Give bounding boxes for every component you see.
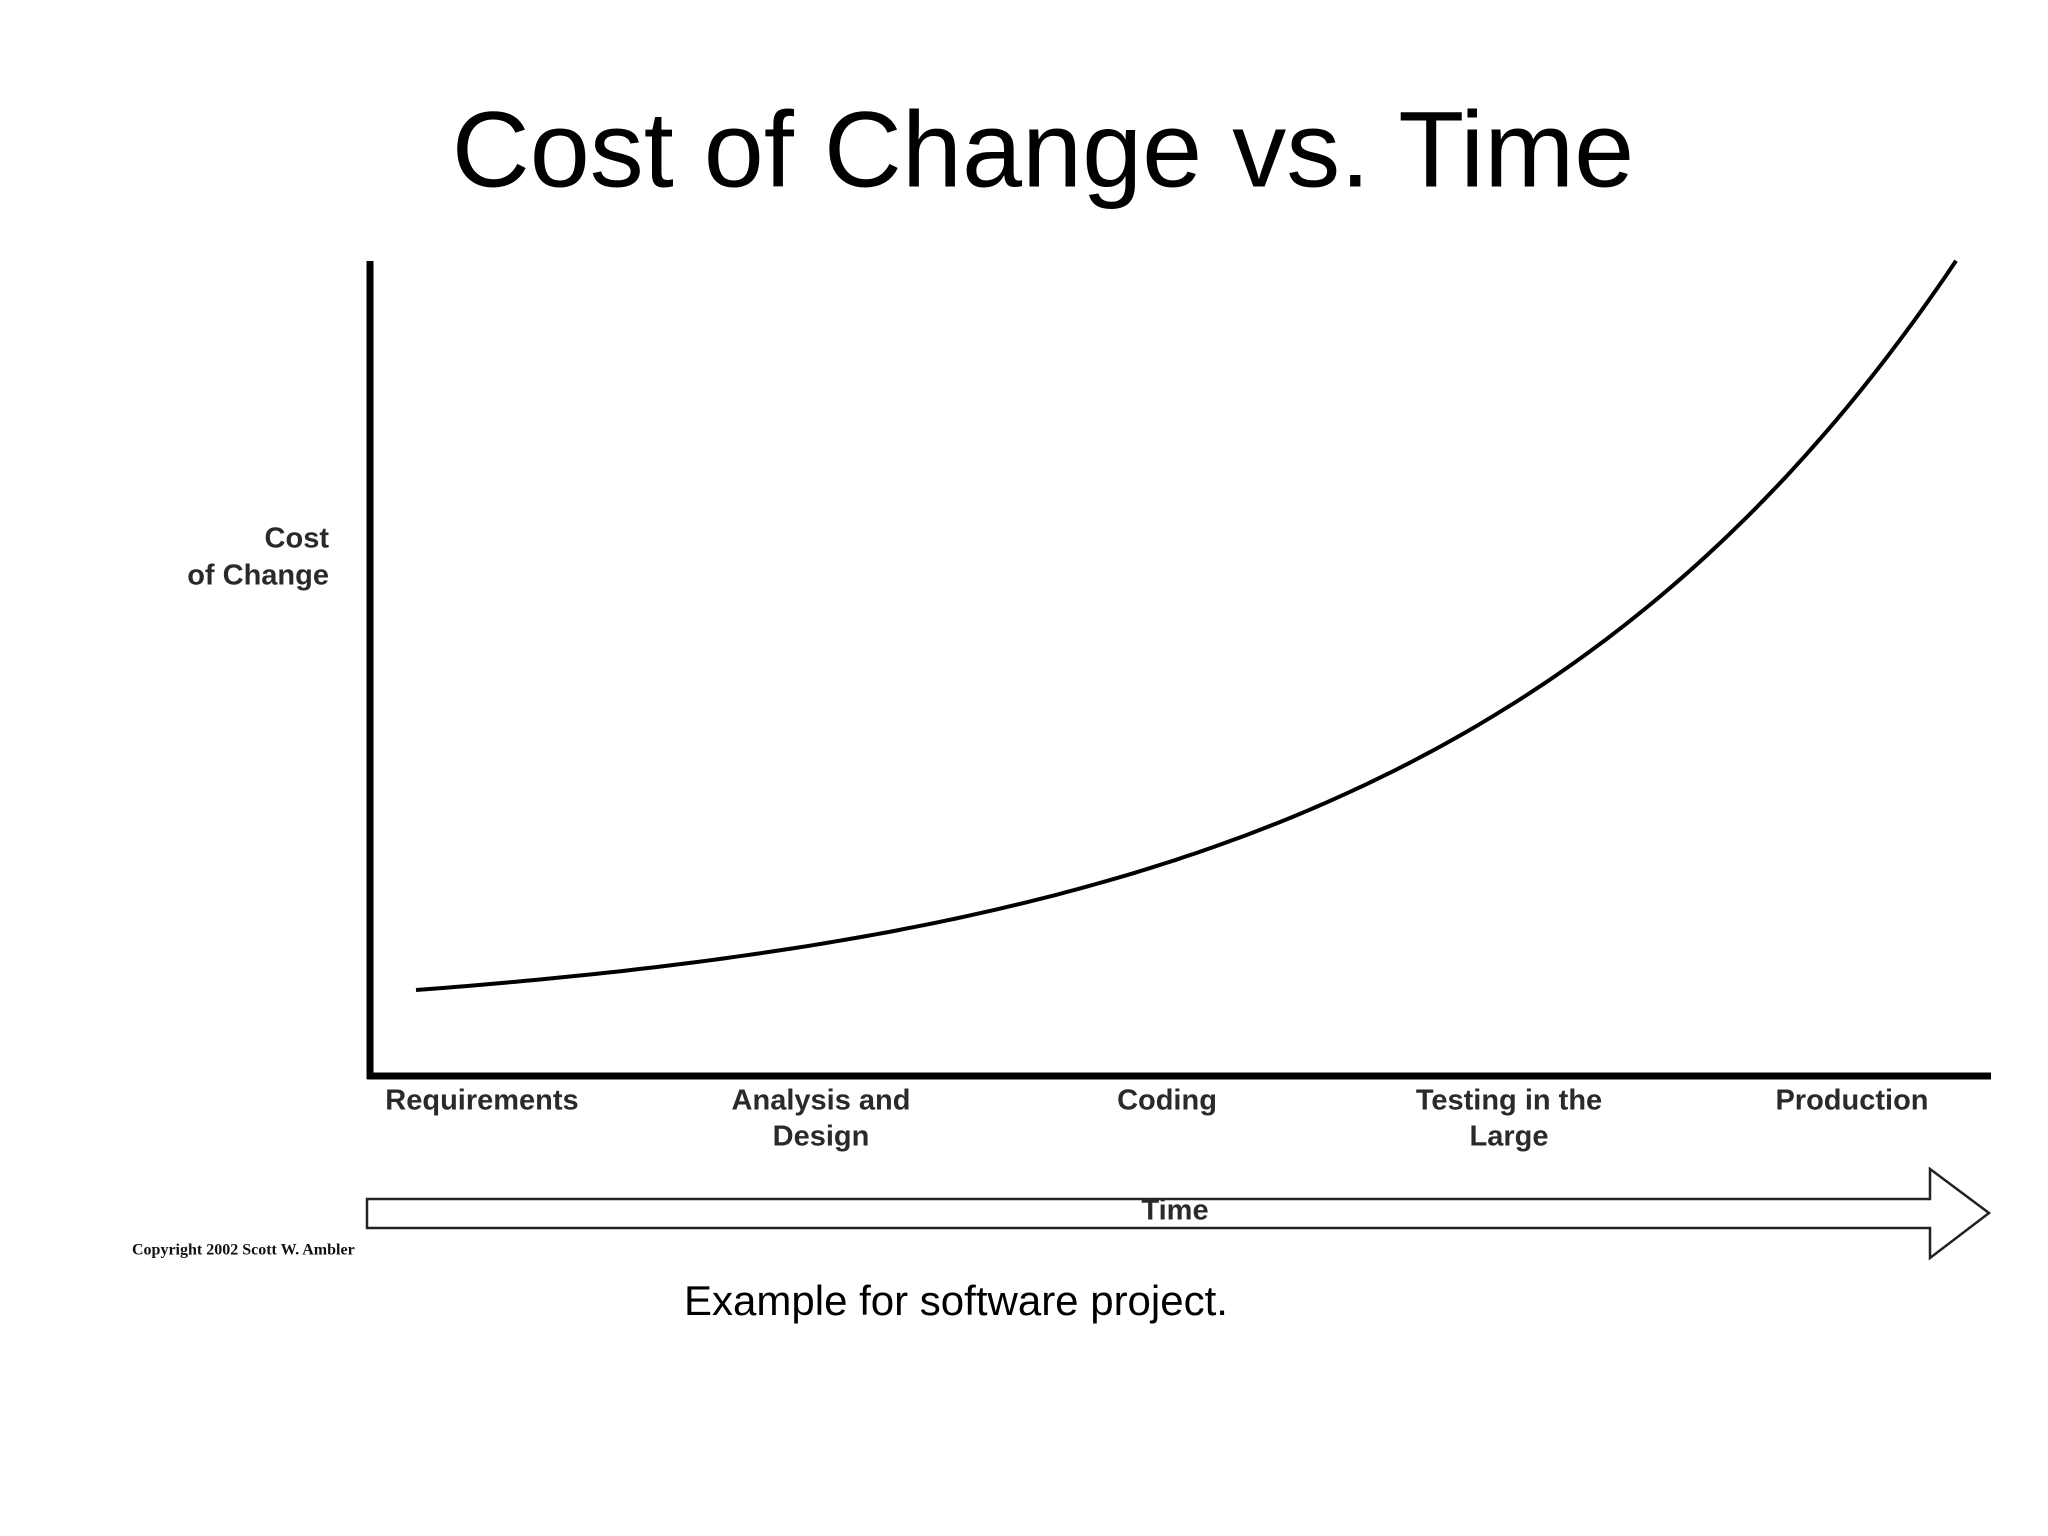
time-label: Time [1141,1195,1208,1227]
caption: Example for software project. [684,1277,1228,1324]
y-axis-label: of Change [187,560,329,592]
stage-label: Production [1775,1085,1928,1117]
stage-label: Design [773,1121,870,1153]
stage-label: Requirements [385,1085,578,1117]
slide-title: Cost of Change vs. Time [452,89,1635,210]
stage-label: Large [1470,1121,1549,1153]
stage-label: Analysis and [732,1085,911,1117]
copyright: Copyright 2002 Scott W. Ambler [132,1242,355,1259]
cost-curve [415,259,1958,992]
time-arrow [365,1166,1992,1261]
stage-label: Testing in the [1416,1085,1602,1117]
stage-label: Coding [1117,1085,1217,1117]
stage-labels: Requirements Analysis and Design Coding Test… [385,1085,1928,1153]
y-axis-label: Cost [265,523,330,555]
